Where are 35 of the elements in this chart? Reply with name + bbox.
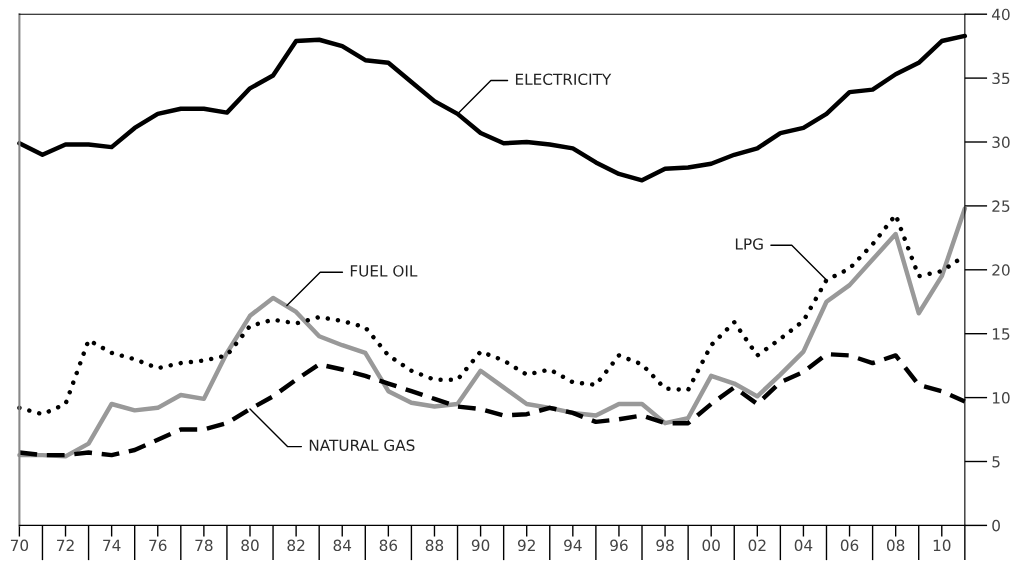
annotation: ELECTRICITY xyxy=(515,73,612,85)
y-tick-label: 5 xyxy=(992,456,1000,468)
x-tick-label: 96 xyxy=(610,539,628,552)
line-series xyxy=(17,206,968,459)
x-tick-label: 98 xyxy=(656,539,674,552)
x-tick-label: 78 xyxy=(195,539,213,552)
x-tick-label: 84 xyxy=(333,539,352,552)
x-tick-label: 90 xyxy=(471,539,490,552)
x-tick-label: 88 xyxy=(425,539,444,552)
x-tick-label: 72 xyxy=(57,539,74,551)
annotation: NATURAL GAS xyxy=(309,439,415,452)
x-tick-label: 80 xyxy=(241,539,259,552)
x-tick-label: 00 xyxy=(702,539,720,552)
x-tick-label: 06 xyxy=(840,539,859,552)
y-tick-label: 15 xyxy=(992,328,1010,340)
x-tick-label: 74 xyxy=(103,539,121,551)
x-tick-label: 82 xyxy=(287,539,305,552)
x-tick-label: 08 xyxy=(886,539,905,552)
y-tick-label: 35 xyxy=(992,72,1010,85)
y-tick-label: 40 xyxy=(991,8,1010,21)
x-tick-label: 02 xyxy=(748,539,766,552)
x-tick-label: 04 xyxy=(794,539,813,552)
y-tick-label: 30 xyxy=(992,136,1010,149)
x-tick-label: 92 xyxy=(517,539,535,552)
x-tick-label: 86 xyxy=(379,539,398,552)
annotation: LPG xyxy=(735,238,763,250)
annotation: FUEL OIL xyxy=(350,265,418,277)
x-tick-label: 70 xyxy=(10,539,29,552)
y-tick-label: 10 xyxy=(992,392,1010,404)
x-tick-label: 94 xyxy=(564,539,582,552)
y-tick-label: 25 xyxy=(992,200,1010,212)
x-tick-label: 10 xyxy=(933,539,951,552)
y-tick-label: 20 xyxy=(992,264,1010,276)
x-tick-label: 76 xyxy=(149,539,167,552)
y-tick-label: 0 xyxy=(992,519,1000,532)
